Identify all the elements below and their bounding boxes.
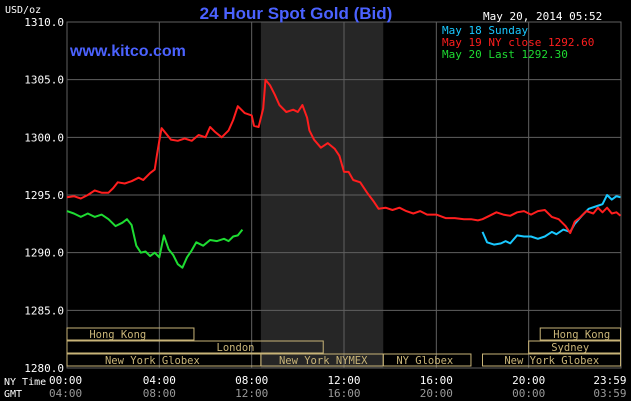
price-line-series-1 [66,78,622,235]
market-session-label: Hong Kong [553,329,610,341]
legend-item-may19: May 19 NY close 1292.60 [442,36,594,49]
market-session-bar [66,327,195,341]
price-line-series-0 [481,194,621,246]
chart-title: 24 Hour Spot Gold (Bid) [200,4,393,23]
x-tick-label-gmt: 08:00 [143,387,176,400]
y-tick-label: 1300.0 [24,131,64,144]
legend-item-may20: May 20 Last 1292.30 [442,48,568,61]
market-session-label: New York NYMEX [279,355,368,367]
market-session-bar [528,340,622,354]
x-tick-label-gmt: 00:00 [512,387,545,400]
y-tick-label: 1295.0 [24,189,64,202]
x-tick-label-ny: 08:00 [235,374,268,387]
x-tick-label-ny: 00:00 [49,374,82,387]
market-session-label: Sydney [551,342,589,354]
market-session-bar [382,353,472,367]
x-tick-label-gmt: 16:00 [327,387,360,400]
x-tick-label-gmt: 20:00 [420,387,453,400]
x-tick-label-ny: 04:00 [143,374,176,387]
market-session-label: New York Globex [105,355,200,367]
y-tick-label: 1290.0 [24,247,64,260]
x-tick-label-gmt: 04:00 [49,387,82,400]
market-session-label: New York Globex [504,355,599,367]
website-url[interactable]: www.kitco.com [69,43,186,60]
x-tick-label-ny: 12:00 [327,374,360,387]
x-tick-label-ny: 23:59 [593,374,626,387]
market-session-label: London [217,342,255,354]
ny-time-label: NY Time [4,377,46,388]
legend: May 18 Sunday May 19 NY close 1292.60 Ma… [442,24,594,61]
y-tick-label: 1310.0 [24,16,64,29]
market-session-bar [482,353,622,367]
timestamp: May 20, 2014 05:52 [483,10,602,23]
market-session-bar [539,327,622,341]
x-tick-label-ny: 16:00 [420,374,453,387]
gmt-label: GMT [4,389,22,400]
market-session-label: NY Globex [396,355,453,367]
x-tick-label-gmt: 03:59 [593,387,626,400]
unit-label: USD/oz [5,5,41,16]
x-tick-label-ny: 20:00 [512,374,545,387]
y-tick-label: 1305.0 [24,74,64,87]
price-line-series-2 [66,210,244,269]
y-tick-label: 1285.0 [24,304,64,317]
x-tick-label-gmt: 12:00 [235,387,268,400]
market-session-bar [66,340,324,354]
legend-item-may18: May 18 Sunday [442,24,528,37]
market-session-label: Hong Kong [89,329,146,341]
y-tick-label: 1280.0 [24,362,64,375]
